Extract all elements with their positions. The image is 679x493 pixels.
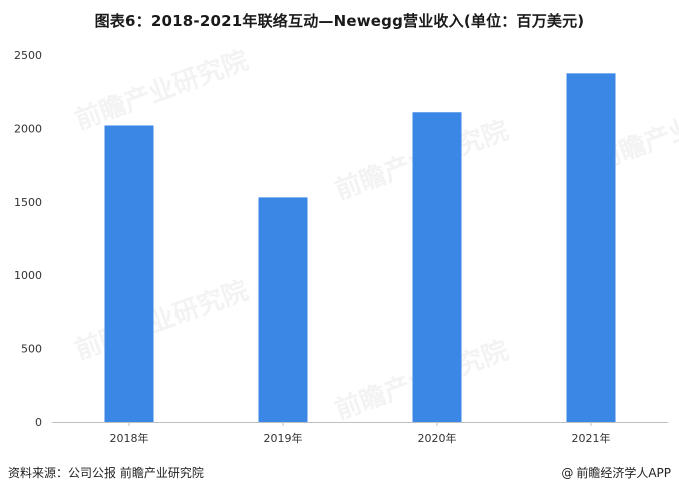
bars: [104, 73, 616, 423]
y-axis: 0 500 1000 1500 2000 2500: [14, 49, 42, 429]
x-tick-label: 2021年: [572, 431, 611, 445]
y-tick-label: 500: [21, 343, 42, 356]
x-tick-label: 2020年: [418, 431, 457, 445]
x-tick-label: 2019年: [264, 431, 303, 445]
chart-title: 图表6：2018-2021年联络互动—Newegg营业收入(单位：百万美元): [94, 12, 585, 30]
brand-text: 前瞻经济学人APP: [576, 466, 671, 480]
source-note: 资料来源：公司公报 前瞻产业研究院: [8, 466, 204, 480]
bar: [412, 112, 462, 422]
x-axis: 2018年 2019年 2020年 2021年: [110, 422, 611, 445]
y-tick-label: 1500: [14, 196, 42, 209]
bar-chart: 0 500 1000 1500 2000 2500 2018年 2019年 2020年 2021…: [14, 49, 668, 445]
y-tick-label: 0: [35, 416, 42, 429]
y-tick-label: 2500: [14, 49, 42, 62]
bar: [566, 73, 616, 422]
at-icon: @: [561, 466, 574, 480]
y-tick-label: 2000: [14, 122, 42, 135]
bar: [104, 125, 154, 423]
x-tick-label: 2018年: [110, 431, 149, 445]
y-tick-label: 1000: [14, 269, 42, 282]
bar: [258, 197, 308, 422]
brand-label: @ 前瞻经济学人APP: [561, 464, 671, 481]
